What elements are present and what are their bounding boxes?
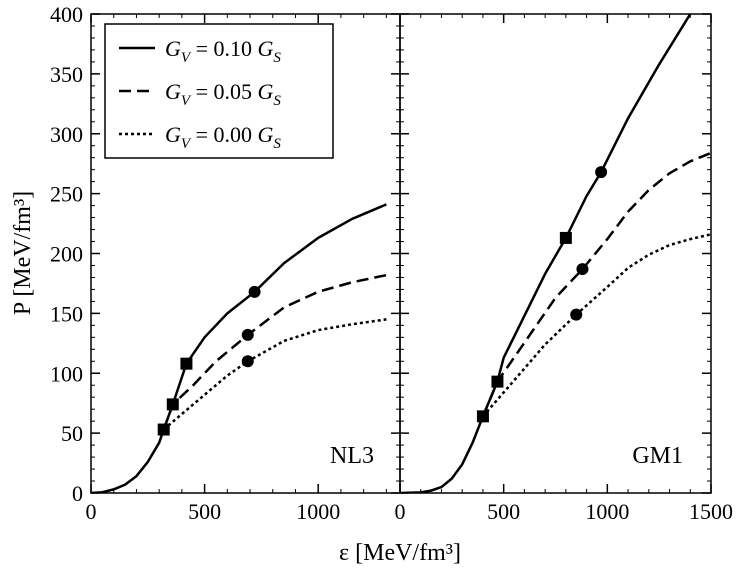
square-marker-solid-gm1 bbox=[559, 231, 572, 244]
panel-label-nl3: NL3 bbox=[330, 443, 374, 469]
legend-label-solid: GV = 0.10 GS bbox=[165, 36, 281, 66]
square-marker-dashed-nl3 bbox=[166, 398, 179, 411]
square-marker-solid-nl3 bbox=[180, 357, 193, 370]
series-line-dotted-gm1 bbox=[481, 233, 711, 418]
square-marker-dotted-gm1 bbox=[476, 410, 489, 423]
x-tick-label: 1000 bbox=[585, 499, 629, 524]
x-tick-label: 1500 bbox=[689, 499, 733, 524]
plot-area bbox=[91, 14, 711, 493]
y-tick-label: 200 bbox=[50, 242, 83, 267]
axis-ticks: 0 500 1000 0 500 1000 1500 0 50 100 150 200 250 300 35… bbox=[50, 2, 733, 524]
y-tick-label: 50 bbox=[61, 421, 83, 446]
circle-marker-dashed-nl3 bbox=[241, 328, 254, 341]
y-tick-label: 250 bbox=[50, 182, 83, 207]
y-tick-label: 0 bbox=[72, 481, 83, 506]
x-tick-label: 0 bbox=[395, 499, 406, 524]
y-tick-label: 400 bbox=[50, 2, 83, 27]
hadronic-curve-gm1 bbox=[400, 415, 485, 493]
circle-marker-dotted-gm1 bbox=[570, 308, 583, 321]
circle-marker-dotted-nl3 bbox=[241, 355, 254, 368]
circle-marker-dashed-gm1 bbox=[576, 263, 589, 276]
series-line-dashed-gm1 bbox=[481, 151, 711, 417]
series-line-solid-nl3 bbox=[162, 203, 387, 430]
square-marker-dashed-gm1 bbox=[491, 375, 504, 388]
y-tick-label: 100 bbox=[50, 361, 83, 386]
x-tick-label: 500 bbox=[188, 499, 221, 524]
y-tick-label: 150 bbox=[50, 301, 83, 326]
x-tick-label: 0 bbox=[86, 499, 97, 524]
y-tick-label: 350 bbox=[50, 62, 83, 87]
hadronic-curve-nl3 bbox=[91, 429, 165, 493]
y-tick-label: 300 bbox=[50, 122, 83, 147]
legend-label-dotted: GV = 0.00 GS bbox=[165, 122, 281, 152]
legend-label-dashed: GV = 0.05 GS bbox=[165, 79, 281, 109]
panel-gm1-plot bbox=[400, 14, 711, 493]
x-tick-label: 500 bbox=[487, 499, 520, 524]
square-marker-dotted-nl3 bbox=[157, 423, 170, 436]
x-axis-label: ε [MeV/fm³] bbox=[339, 540, 461, 566]
circle-marker-solid-gm1 bbox=[595, 166, 608, 179]
x-tick-label: 1000 bbox=[296, 499, 340, 524]
circle-marker-solid-nl3 bbox=[248, 285, 261, 298]
series-line-solid-gm1 bbox=[481, 14, 692, 417]
legend: GV = 0.10 GS GV = 0.05 GS GV = 0.00 GS bbox=[104, 23, 334, 159]
series-line-dashed-nl3 bbox=[162, 273, 387, 430]
panel-label-gm1: GM1 bbox=[632, 443, 683, 469]
y-axis-label: P [MeV/fm³] bbox=[10, 191, 36, 315]
series-line-dotted-nl3 bbox=[162, 318, 387, 431]
